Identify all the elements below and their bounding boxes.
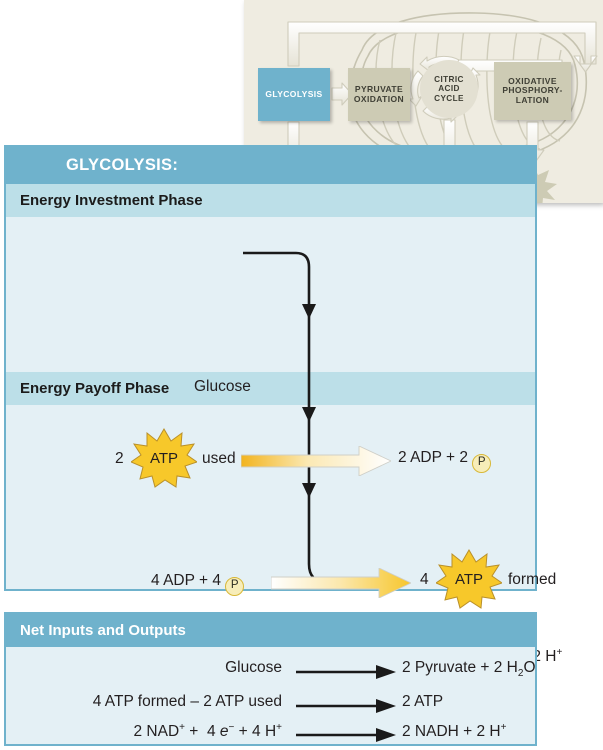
phosphate-icon: P <box>225 577 245 596</box>
payoff-row1-reactant-text: 4 ADP + 4 <box>151 572 221 589</box>
net-row2-right-text: 2 ATP <box>402 693 444 710</box>
payoff-row1-count-text: 4 <box>420 571 429 588</box>
net-row2-arrow <box>296 699 396 713</box>
overview-box-oxidative-phosphorylation[interactable]: OXIDATIVE PHOSPHORY- LATION <box>494 62 571 120</box>
payoff-row1-gradient-arrow <box>271 568 411 598</box>
net-row2-left: 4 ATP formed – 2 ATP used <box>42 693 282 711</box>
overview-box-pyruvate-oxidation-label: PYRUVATE OXIDATION <box>353 83 405 104</box>
investment-used-text: used <box>202 450 236 467</box>
glucose-text: Glucose <box>194 378 251 395</box>
investment-reactant-suffix: used <box>202 450 236 468</box>
glycolysis-panel: GLYCOLYSIS: Energy Investment Phase Ener… <box>4 145 562 721</box>
overview-box-oxidative-phosphorylation-label: OXIDATIVE PHOSPHORY- LATION <box>502 75 563 105</box>
glycolysis-backbone-arrows <box>243 251 403 589</box>
arrowhead-investment <box>302 304 316 319</box>
arrowhead-payoff-1 <box>302 407 316 422</box>
energy-payoff-heading: Energy Payoff Phase <box>6 372 535 405</box>
net-row1-left-text: Glucose <box>225 659 282 676</box>
overview-box-citric-acid-cycle-label: CITRIC ACID CYCLE <box>434 75 464 103</box>
net-row1-arrow <box>296 665 396 679</box>
net-title-label: Net Inputs and Outputs <box>20 622 186 639</box>
arrowhead-payoff-2 <box>302 483 316 498</box>
energy-payoff-heading-label: Energy Payoff Phase <box>20 380 170 397</box>
atp-burst-used: ATP <box>129 428 199 488</box>
investment-reactant-count: 2 <box>115 450 124 468</box>
overview-box-glycolysis[interactable]: GLYCOLYSIS <box>258 68 330 121</box>
net-row1-right: 2 Pyruvate + 2 H2O <box>402 659 536 680</box>
investment-product-label: 2 ADP + 2 P <box>398 449 492 473</box>
atp-burst-icon <box>434 549 504 609</box>
net-row3-right: 2 NADH + 2 H+ <box>402 722 507 741</box>
overview-box-glycolysis-label: GLYCOLYSIS <box>265 88 323 99</box>
payoff-row1-product-suffix: formed <box>508 571 556 589</box>
net-row1-left: Glucose <box>192 659 282 677</box>
investment-product-text: 2 ADP + 2 <box>398 449 468 466</box>
net-inputs-outputs-panel: Net Inputs and Outputs Glucose 2 Pyruvat… <box>4 612 537 746</box>
phosphate-icon: P <box>472 454 492 473</box>
net-title-bar: Net Inputs and Outputs <box>6 614 535 647</box>
payoff-row1-product-count: 4 <box>420 571 429 589</box>
investment-gradient-arrow <box>241 446 391 476</box>
payoff-row1-reactant: 4 ADP + 4 P <box>151 572 245 596</box>
payoff-row1-formed-text: formed <box>508 571 557 588</box>
net-row2-left-text: 4 ATP formed – 2 ATP used <box>92 693 282 710</box>
net-row3-arrow <box>296 728 396 742</box>
atp-burst-formed: ATP <box>434 549 504 609</box>
glucose-input-label: Glucose <box>194 378 251 396</box>
glycolysis-title-bar: GLYCOLYSIS: <box>6 147 535 184</box>
overview-box-pyruvate-oxidation[interactable]: PYRUVATE OXIDATION <box>348 68 410 121</box>
net-row3-left: 2 NAD+ + 4 e− + 4 H+ <box>133 722 282 741</box>
investment-reactant-count-text: 2 <box>115 450 124 467</box>
net-row2-right: 2 ATP <box>402 693 443 711</box>
energy-investment-heading: Energy Investment Phase <box>6 184 535 217</box>
energy-investment-heading-label: Energy Investment Phase <box>20 192 203 209</box>
overview-box-citric-acid-cycle[interactable]: CITRIC ACID CYCLE <box>420 60 478 118</box>
page-title: GLYCOLYSIS: <box>66 156 179 174</box>
atp-burst-icon <box>129 428 199 488</box>
